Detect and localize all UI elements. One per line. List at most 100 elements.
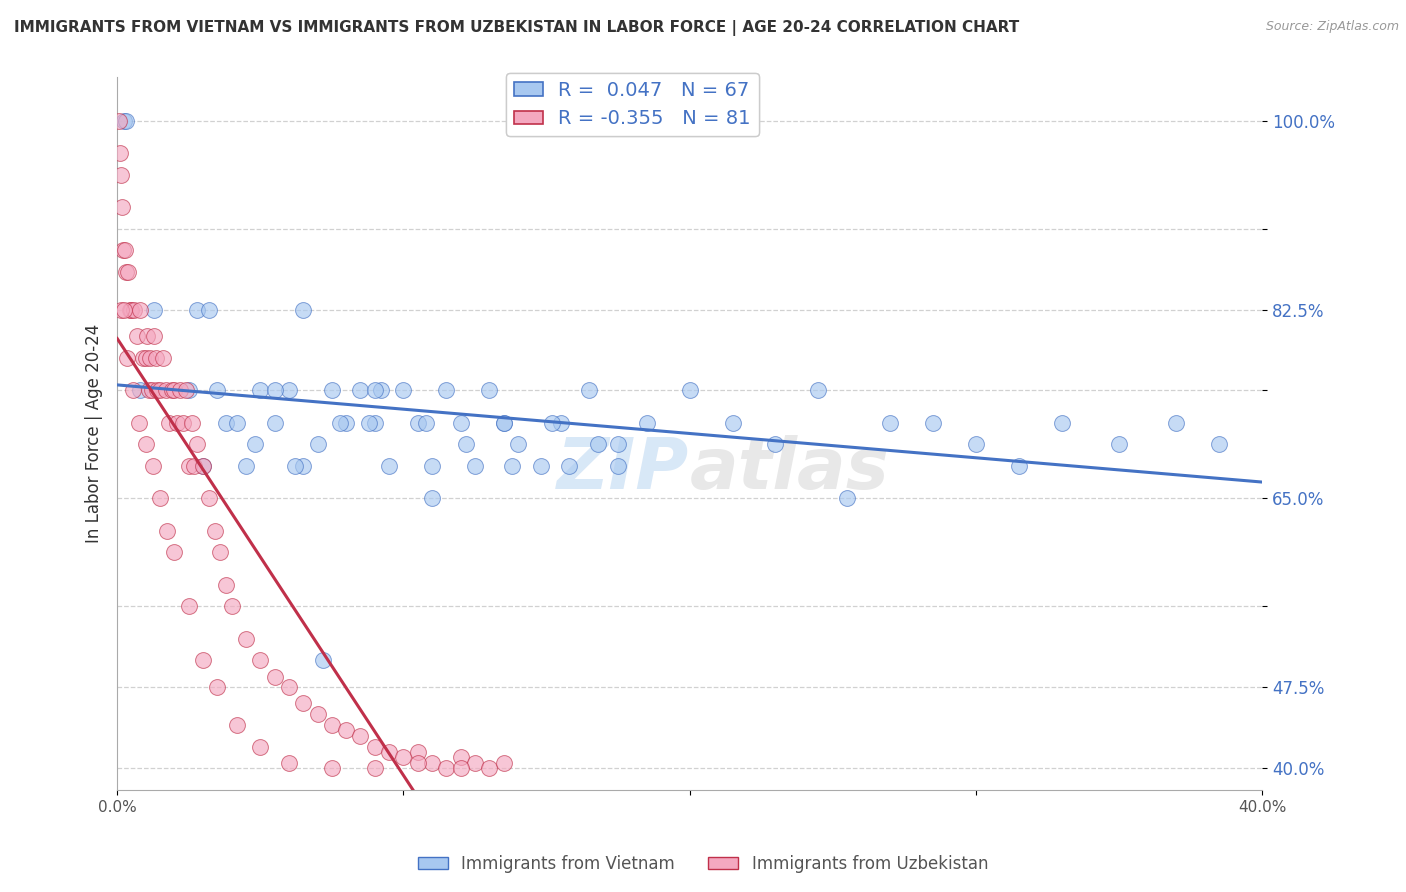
Point [357, 416, 380, 430]
Point [364, 761, 387, 775]
Point [678, 384, 700, 398]
Text: ZIP: ZIP [557, 434, 689, 504]
Point [143, 329, 166, 343]
Point [180, 416, 202, 430]
Point [1208, 437, 1230, 451]
Text: atlas: atlas [689, 434, 890, 504]
Point [172, 416, 194, 430]
Point [307, 437, 329, 451]
Point [156, 524, 179, 538]
Point [155, 384, 177, 398]
Point [1050, 416, 1073, 430]
Point [1166, 416, 1188, 430]
Point [335, 723, 357, 738]
Point [807, 384, 830, 398]
Point [128, 416, 150, 430]
Point [450, 416, 472, 430]
Point [321, 761, 343, 775]
Point [163, 545, 186, 559]
Point [349, 729, 371, 743]
Y-axis label: In Labor Force | Age 20-24: In Labor Force | Age 20-24 [86, 324, 103, 543]
Point [392, 750, 415, 764]
Text: Source: ZipAtlas.com: Source: ZipAtlas.com [1265, 20, 1399, 33]
Point [174, 384, 197, 398]
Point [143, 302, 166, 317]
Point [835, 491, 858, 506]
Point [349, 384, 371, 398]
Point [478, 761, 501, 775]
Point [607, 437, 630, 451]
Point [364, 739, 387, 754]
Point [183, 458, 205, 473]
Point [114, 113, 136, 128]
Point [492, 416, 515, 430]
Point [321, 384, 343, 398]
Point [110, 302, 132, 317]
Point [550, 416, 572, 430]
Point [464, 756, 486, 770]
Point [215, 416, 238, 430]
Point [138, 384, 160, 398]
Point [370, 384, 392, 398]
Point [152, 351, 174, 365]
Point [226, 416, 249, 430]
Point [464, 458, 486, 473]
Point [163, 384, 186, 398]
Point [136, 329, 159, 343]
Point [215, 578, 238, 592]
Point [249, 739, 271, 754]
Point [492, 756, 515, 770]
Point [186, 302, 208, 317]
Point [492, 416, 515, 430]
Point [120, 302, 142, 317]
Point [450, 750, 472, 764]
Point [415, 416, 437, 430]
Point [132, 351, 155, 365]
Point [207, 384, 229, 398]
Point [111, 200, 134, 214]
Point [177, 458, 200, 473]
Point [406, 745, 429, 759]
Point [478, 384, 501, 398]
Point [434, 761, 457, 775]
Point [364, 384, 387, 398]
Point [922, 416, 945, 430]
Point [124, 302, 146, 317]
Point [965, 437, 987, 451]
Point [177, 599, 200, 614]
Point [129, 302, 152, 317]
Point [209, 545, 232, 559]
Point [221, 599, 243, 614]
Point [135, 437, 157, 451]
Legend: R =  0.047   N = 67, R = -0.355   N = 81: R = 0.047 N = 67, R = -0.355 N = 81 [506, 73, 759, 136]
Point [186, 437, 208, 451]
Point [284, 458, 307, 473]
Point [530, 458, 553, 473]
Point [121, 302, 143, 317]
Point [263, 384, 285, 398]
Point [558, 458, 581, 473]
Point [177, 384, 200, 398]
Point [765, 437, 787, 451]
Point [243, 437, 266, 451]
Point [127, 329, 149, 343]
Point [235, 458, 257, 473]
Point [108, 146, 131, 161]
Point [139, 351, 162, 365]
Point [578, 384, 600, 398]
Point [157, 416, 180, 430]
Point [149, 491, 172, 506]
Point [191, 458, 214, 473]
Point [378, 745, 401, 759]
Point [129, 384, 152, 398]
Point [277, 681, 299, 695]
Point [249, 653, 271, 667]
Point [420, 458, 443, 473]
Point [191, 653, 214, 667]
Point [721, 416, 744, 430]
Point [107, 113, 129, 128]
Point [364, 416, 387, 430]
Point [149, 384, 172, 398]
Point [112, 302, 135, 317]
Point [312, 653, 335, 667]
